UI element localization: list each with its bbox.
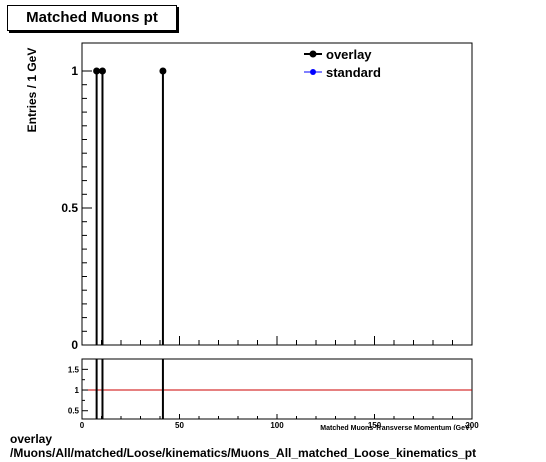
chart-title: Matched Muons pt <box>7 5 177 31</box>
ratio-x-tick-label: 0 <box>80 421 85 430</box>
ratio-x-tick-label: 200 <box>465 421 479 430</box>
legend-overlay-marker <box>309 50 317 58</box>
main-y-axis-label: Entries / 1 GeV <box>25 48 39 133</box>
overlay-point <box>98 67 106 75</box>
main-y-tick-label: 0 <box>71 338 78 352</box>
legend-standard-marker <box>310 69 316 75</box>
caption-sample: overlay <box>10 432 53 446</box>
x-axis-label: Matched Muons Transverse Momentum (GeV) <box>320 425 472 430</box>
overlay-point <box>159 67 167 75</box>
main-y-tick-label: 1 <box>71 64 78 78</box>
ratio-y-tick-label: 1.5 <box>68 365 80 374</box>
ratio-x-tick-label: 50 <box>175 421 184 430</box>
ratio-y-tick-label: 0.5 <box>68 407 80 416</box>
legend-standard-label: standard <box>326 65 381 80</box>
main-y-tick-label: 0.5 <box>61 201 78 215</box>
ratio-x-tick-label: 100 <box>270 421 284 430</box>
main-frame <box>81 42 473 346</box>
legend-overlay-label: overlay <box>326 47 372 62</box>
overlay-point <box>93 67 101 75</box>
ratio-x-tick-label: 150 <box>368 421 382 430</box>
ratio-y-tick-label: 1 <box>75 386 80 395</box>
ratio-frame <box>81 358 473 420</box>
caption-path: /Muons/All/matched/Loose/kinematics/Muon… <box>10 446 477 460</box>
